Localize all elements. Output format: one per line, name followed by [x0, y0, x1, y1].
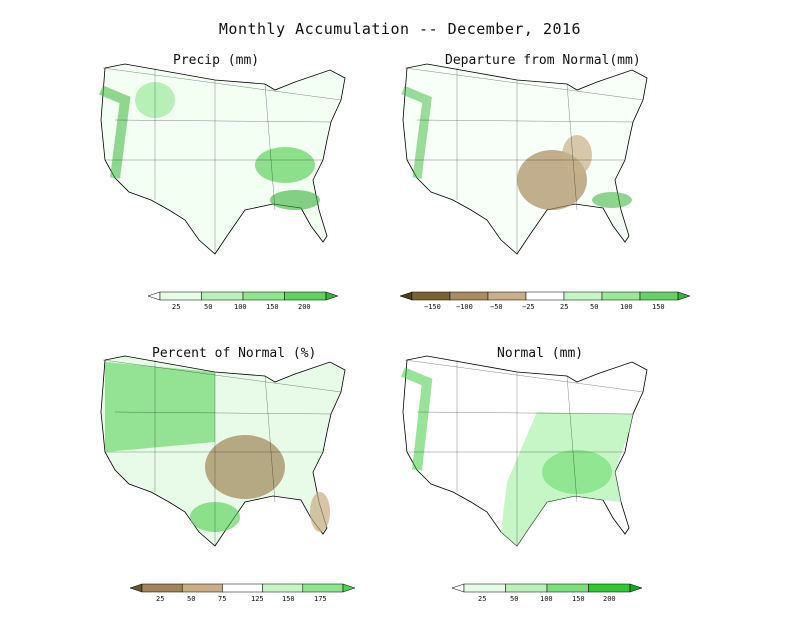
- cb-departure-label: −25: [522, 303, 535, 311]
- cb-normal-label: 25: [478, 595, 487, 603]
- cb-percent-label: 75: [218, 595, 227, 603]
- colorbar-arrow-high: [629, 583, 642, 593]
- cb-precip-label: 150: [266, 303, 279, 311]
- panel-title-normal: Normal (mm): [497, 346, 584, 361]
- cb-precip-label: 25: [172, 303, 181, 311]
- cb-precip-label: 100: [234, 303, 247, 311]
- cb-normal-label: 50: [510, 595, 519, 603]
- colorbar-segment: [242, 291, 285, 301]
- colorbar-segment: [588, 583, 631, 593]
- cb-departure-label: 150: [652, 303, 665, 311]
- cb-precip-label: 200: [298, 303, 311, 311]
- colorbar-departure: [400, 291, 690, 301]
- colorbar-segment: [601, 291, 641, 301]
- cb-departure-label: −50: [490, 303, 503, 311]
- cb-precip-label: 50: [204, 303, 213, 311]
- colorbar-segment: [201, 291, 244, 301]
- cb-departure-label: 25: [560, 303, 569, 311]
- colorbar-segment: [222, 583, 263, 593]
- colorbar-arrow-high: [325, 291, 338, 301]
- colorbar-segment: [505, 583, 548, 593]
- figure-title: Monthly Accumulation -- December, 2016: [218, 20, 582, 38]
- colorbar-normal: [452, 583, 642, 593]
- colorbar-percent: [130, 583, 355, 593]
- colorbar-segment: [411, 291, 451, 301]
- colorbar-arrow-high: [677, 291, 690, 301]
- colorbar-segment: [525, 291, 565, 301]
- colorbar-segment: [463, 583, 506, 593]
- colorbar-arrow-low: [400, 291, 413, 301]
- colorbar-segment: [284, 291, 327, 301]
- colorbar-segment: [639, 291, 679, 301]
- colorbar-arrow-low: [452, 583, 465, 593]
- colorbar-segment: [262, 583, 304, 593]
- panel-title-precip: Precip (mm): [173, 53, 260, 68]
- cb-normal-label: 200: [603, 595, 616, 603]
- colorbar-arrow-high: [342, 583, 355, 593]
- map-departure: [401, 63, 648, 255]
- colorbar-precip: [148, 291, 338, 301]
- cb-percent-label: 125: [251, 595, 264, 603]
- colorbar-segment: [141, 583, 183, 593]
- colorbar-segment: [159, 291, 202, 301]
- colorbar-segment: [487, 291, 527, 301]
- colorbar-segment: [546, 583, 589, 593]
- map-percent: [100, 355, 346, 547]
- colorbar-segment: [563, 291, 603, 301]
- panel-title-percent: Percent of Normal (%): [152, 346, 317, 361]
- colorbar-arrow-low: [130, 583, 143, 593]
- cb-departure-label: 100: [620, 303, 633, 311]
- cb-departure-label: −100: [456, 303, 473, 311]
- cb-percent-label: 50: [187, 595, 196, 603]
- cb-percent-label: 25: [156, 595, 165, 603]
- cb-percent-label: 175: [314, 595, 327, 603]
- map-precip: [99, 63, 346, 255]
- cb-percent-label: 150: [282, 595, 295, 603]
- cb-departure-label: 50: [590, 303, 599, 311]
- colorbar-segment: [449, 291, 489, 301]
- cb-departure-label: −150: [424, 303, 441, 311]
- panel-title-departure: Departure from Normal(mm): [445, 53, 641, 68]
- colorbar-arrow-low: [148, 291, 161, 301]
- colorbar-segment: [302, 583, 344, 593]
- cb-normal-label: 100: [540, 595, 553, 603]
- cb-normal-label: 150: [572, 595, 585, 603]
- map-normal: [401, 355, 648, 547]
- colorbar-segment: [181, 583, 223, 593]
